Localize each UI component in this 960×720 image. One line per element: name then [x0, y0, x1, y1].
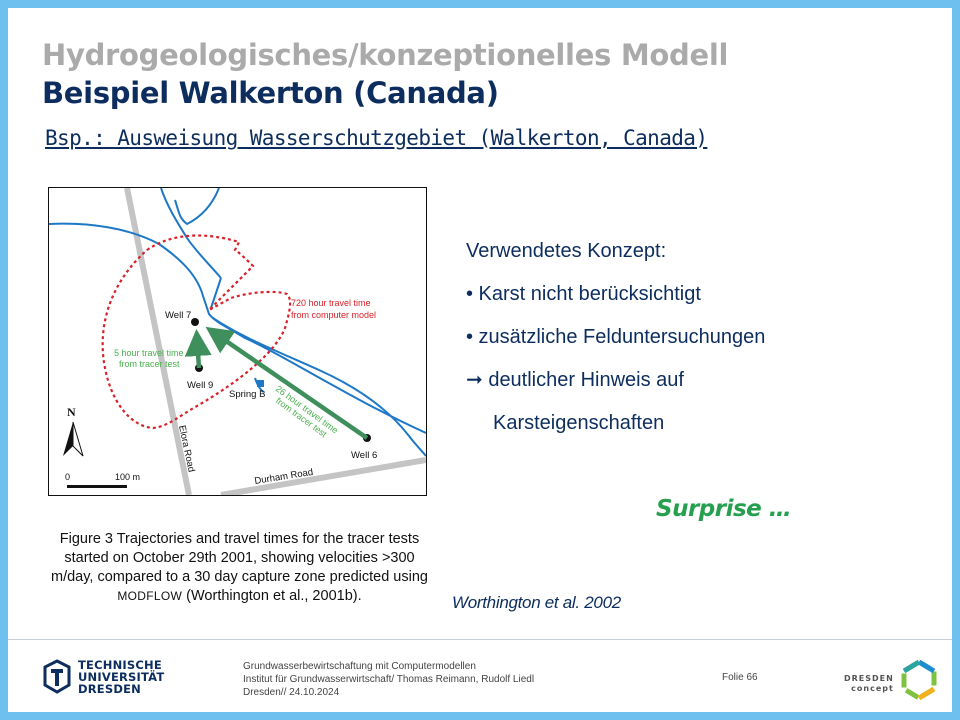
figure-caption: Figure 3 Trajectories and travel times f…	[48, 530, 431, 606]
label-5h-line1: 5 hour travel time	[114, 348, 184, 358]
concept-heading: Verwendetes Konzept:	[466, 240, 667, 262]
footer-info: Grundwasserbewirtschaftung mit Computerm…	[243, 660, 534, 699]
concept-arrow-line: ➞ deutlicher Hinweis auf	[466, 369, 684, 391]
scale-label-100: 100 m	[115, 472, 140, 482]
river-main	[49, 222, 426, 434]
concept-bullet-field: • zusätzliche Felduntersuchungen	[466, 326, 766, 348]
title-line-1: Hydrogeologisches/konzeptionelles Modell	[42, 38, 729, 72]
spring-b-point	[257, 380, 264, 387]
citation: Worthington et al. 2002	[452, 593, 621, 612]
label-5h-line2: from tracer test	[119, 359, 180, 369]
footer-course: Grundwasserbewirtschaftung mit Computerm…	[243, 661, 476, 672]
concept-list: Verwendetes Konzept: • Karst nicht berüc…	[466, 230, 765, 445]
river-upper	[160, 188, 222, 279]
footer-divider	[8, 639, 952, 640]
north-arrow-half	[72, 421, 84, 457]
dresden-concept-wordmark: DRESDEN concept	[844, 674, 894, 693]
north-letter: N	[67, 405, 76, 419]
north-arrow-icon	[63, 422, 73, 456]
dresden-concept-logo-icon	[901, 660, 937, 700]
label-spring-b: Spring B	[229, 389, 265, 400]
tud-line-1: TECHNISCHE	[78, 658, 162, 672]
tud-line-2: UNIVERSITÄT	[78, 670, 165, 684]
caption-tail: (Worthington et al., 2001b).	[182, 588, 362, 604]
tud-wordmark: TECHNISCHE UNIVERSITÄT DRESDEN	[78, 659, 164, 695]
slide-number: Folie 66	[722, 672, 758, 683]
subtitle: Bsp.: Ausweisung Wasserschutzgebiet (Wal…	[45, 126, 708, 150]
surprise-text: Surprise …	[656, 496, 792, 522]
label-well-7: Well 7	[165, 310, 191, 321]
label-720h-line2: from computer model	[291, 310, 376, 320]
dc-line-2: concept	[851, 683, 894, 693]
durham-road	[220, 457, 426, 495]
tud-line-3: DRESDEN	[78, 682, 141, 696]
river-branch	[174, 188, 220, 226]
caption-main: Figure 3 Trajectories and travel times f…	[51, 531, 428, 585]
trajectory-26h	[205, 326, 369, 440]
river-lower	[212, 317, 426, 457]
elora-road	[124, 188, 192, 495]
concept-bullet-karst: • Karst nicht berücksichtigt	[466, 283, 701, 305]
well-7-point	[191, 318, 199, 326]
trajectory-5h	[184, 329, 212, 369]
label-720h-line1: 720 hour travel time	[291, 298, 371, 308]
river-link	[210, 277, 222, 309]
slide: Hydrogeologisches/konzeptionelles Modell…	[8, 8, 952, 712]
footer-institute: Institut für Grundwasserwirtschaft/ Thom…	[243, 674, 535, 685]
scale-bar	[67, 485, 127, 488]
title-line-2: Beispiel Walkerton (Canada)	[42, 76, 499, 110]
caption-modflow: MODFLOW	[117, 589, 183, 603]
label-well-6: Well 6	[351, 450, 377, 461]
concept-arrow-line-2: Karsteigenschaften	[493, 412, 665, 434]
tud-logo-icon	[43, 659, 71, 694]
footer-date: Dresden// 24.10.2024	[243, 687, 340, 698]
label-well-9: Well 9	[187, 380, 213, 391]
dc-line-1: DRESDEN	[844, 674, 894, 683]
scale-label-0: 0	[65, 472, 70, 482]
map-canvas: Well 7 Well 9 Well 6 Spring B 720 hour t…	[49, 188, 426, 495]
walkerton-map-figure: Well 7 Well 9 Well 6 Spring B 720 hour t…	[48, 187, 427, 496]
